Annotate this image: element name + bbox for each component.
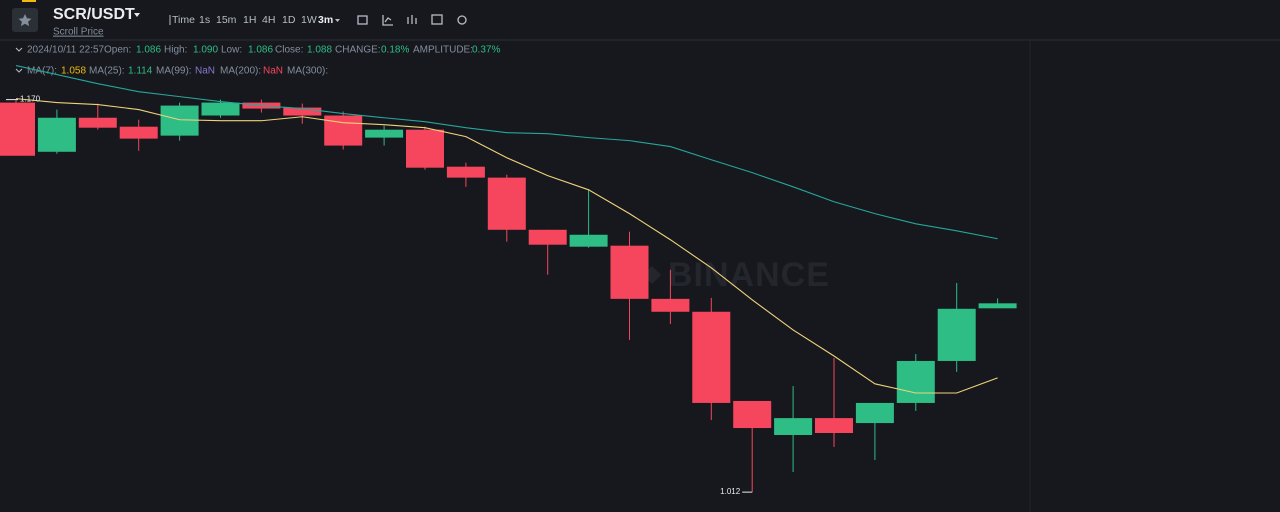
candle-body [528,229,567,245]
pair-subtitle[interactable]: Scroll Price [53,27,104,38]
candle-body [487,177,526,230]
candle-body [569,234,608,247]
candle-body [365,129,404,138]
info-value: 1.090 [193,45,218,56]
candle-body [937,308,976,361]
low-label: 1.012 [720,487,741,496]
interval[interactable]: Time [172,14,195,26]
candle-body [774,418,813,435]
info-label: Close: [275,45,303,56]
candle-icon[interactable] [407,15,417,24]
ma-value: NaN [195,66,215,77]
info-date: 2024/10/11 22:57 [27,45,105,56]
indicator-icon[interactable] [382,15,393,26]
interval[interactable]: 15m [216,14,237,26]
candle-body [446,166,485,178]
tool-icons [357,14,467,26]
candle-body [733,400,772,429]
candle-body [0,102,35,156]
watermark: BINANCE [668,256,830,294]
pair-caret[interactable] [134,13,140,17]
candle-body [78,117,117,128]
ma-label: MA(99): [156,66,192,77]
info-value: 1.086 [136,45,161,56]
interval[interactable]: 1W [301,14,317,26]
candle-body [324,115,363,146]
info-label: Low: [221,45,242,56]
interval[interactable]: 1H [243,14,256,26]
info-value: 1.088 [307,45,332,56]
candle-body [37,117,76,152]
star-icon [18,14,32,27]
info-label: CHANGE: [335,45,381,56]
accent [22,0,36,2]
interval[interactable]: 1D [282,14,296,26]
info-chevron[interactable] [15,47,23,52]
info-value: 0.37% [472,45,500,56]
ma-line [15,65,998,240]
ma-line [15,98,998,394]
candle-body [406,129,444,168]
info-value: 1.086 [248,45,273,56]
candle-body [855,402,894,424]
interval-active[interactable]: 3m [318,14,333,26]
interval[interactable]: 4H [262,14,275,26]
ma-label: MA(200): [220,66,261,77]
ma-label: MA(300): [287,66,328,77]
candle-body [978,303,1017,309]
high-label: 1.170 [20,95,41,104]
settings-icon[interactable] [357,15,368,25]
candle-body [160,105,199,136]
pair-name[interactable]: SCR/USDT [53,6,135,23]
candle-body [283,107,322,116]
ma-value: NaN [263,66,283,77]
ma-value: 1.114 [128,66,153,77]
ma-label: MA(25): [89,66,125,77]
candle-body [201,102,240,116]
gear-icon[interactable] [457,15,467,25]
candle-body [692,311,731,403]
ma-value: 1.058 [61,66,86,77]
candle-body [815,418,853,434]
interval-caret[interactable] [335,19,340,22]
info-label: High: [164,45,187,56]
candle-body [119,126,158,139]
candle-body [610,245,649,299]
interval[interactable]: 1s [199,14,210,26]
candle-body [651,298,690,312]
layout-icon[interactable] [431,14,443,25]
info-label: Open: [104,45,131,56]
info-label: AMPLITUDE: [413,45,473,56]
ma-chevron[interactable] [15,68,23,73]
candle-body [896,360,935,403]
info-value: 0.18% [381,45,409,56]
